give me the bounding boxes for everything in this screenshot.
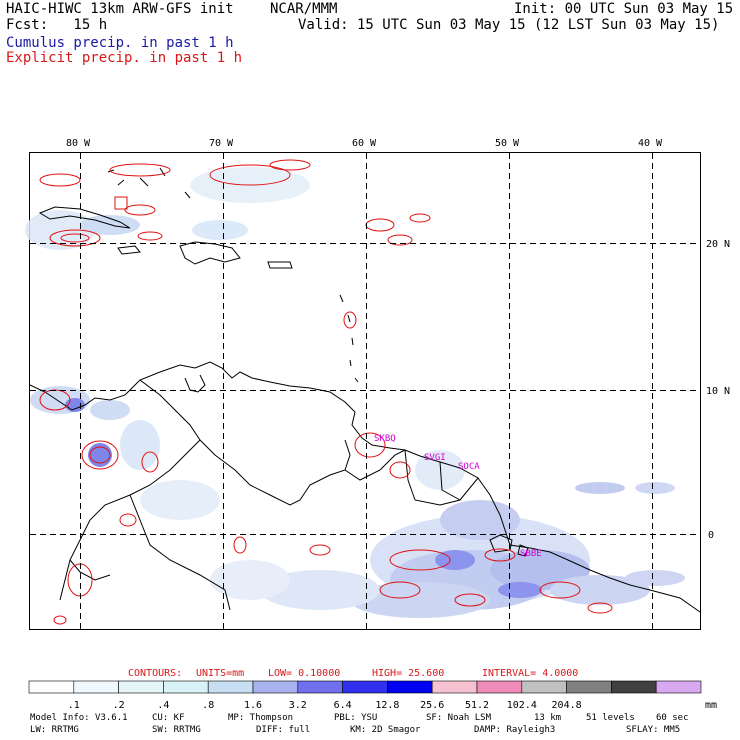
colorbar-cell: [611, 680, 657, 694]
colorbar-level-label: 51.2: [465, 700, 489, 711]
contours-low: LOW= 0.10000: [268, 668, 341, 679]
colorbar-labels: .1 .2 .4 .8 1.6 3.2 6.4 12.8 25.6 51.2 102.4 204.8: [68, 700, 582, 711]
contours-high: HIGH= 25.600: [372, 668, 445, 679]
forecast-hour: Fcst: 15 h: [6, 17, 108, 33]
station-label: SOCA: [458, 462, 480, 472]
colorbar-cell: [73, 680, 119, 694]
footer-km: KM: 2D Smagor: [350, 725, 421, 735]
model-title: HAIC-HIWC 13km ARW-GFS init: [6, 1, 234, 17]
footer-sflay: SFLAY: MM5: [626, 725, 681, 735]
colorbar-cell: [163, 680, 209, 694]
colorbar: .1.2.4.8 1.6 3.2 6.4 12.8 25.6 51.2 102.4 204.8 …: [28, 680, 717, 711]
station-labels: SKBQ SVGI SOCA SBBE: [374, 434, 542, 559]
station-label: SKBQ: [374, 434, 396, 444]
colorbar-cell: [297, 680, 343, 694]
colorbar-cell: [342, 680, 388, 694]
colorbar-cell: [476, 680, 523, 694]
station-label: SBBE: [520, 549, 542, 559]
footer-sw: SW: RRTMG: [152, 725, 201, 735]
colorbar-level-label: .2: [113, 700, 125, 711]
colorbar-level-label: 12.8: [375, 700, 399, 711]
init-time: Init: 00 UTC Sun 03 May 15: [514, 1, 734, 17]
colorbar-cell: [655, 680, 702, 694]
footer-mp: MP: Thompson: [228, 713, 294, 723]
footer-levels: 51 levels: [586, 713, 635, 723]
footer-lw: LW: RRTMG: [30, 725, 79, 735]
lon-label: 80 W: [66, 138, 91, 149]
lat-label: 10 N: [706, 386, 730, 397]
footer-model-info: Model Info: V3.6.1: [30, 713, 128, 723]
footer-sf: SF: Noah LSM: [426, 713, 492, 723]
colorbar-cell: [521, 680, 567, 694]
contours-units: UNITS=mm: [196, 668, 245, 679]
colorbar-cell: [118, 680, 164, 694]
colorbar-level-label: .8: [202, 700, 214, 711]
footer-cu: CU: KF: [152, 713, 185, 723]
footer-timestep: 60 sec: [656, 713, 689, 723]
colorbar-cell: [28, 680, 75, 694]
footer-pbl: PBL: YSU: [334, 713, 378, 723]
graticule: [30, 153, 700, 629]
field-explicit-label: Explicit precip. in past 1 h: [6, 50, 243, 66]
field-cumulus-label: Cumulus precip. in past 1 h: [6, 35, 234, 51]
colorbar-level-label: 102.4: [507, 700, 537, 711]
colorbar-cell: [566, 680, 612, 694]
lon-label: 70 W: [209, 138, 234, 149]
contours-interval: INTERVAL= 4.0000: [482, 668, 579, 679]
footer-resolution: 13 km: [534, 713, 562, 723]
lat-label: 0: [708, 530, 714, 541]
colorbar-level-label: 6.4: [334, 700, 352, 711]
contours-label: CONTOURS:: [128, 668, 183, 679]
lat-label: 20 N: [706, 239, 730, 250]
colorbar-unit: mm: [705, 700, 717, 711]
colorbar-cell: [387, 680, 433, 694]
colorbar-level-label: .4: [157, 700, 169, 711]
colorbar-cells: [28, 680, 702, 694]
colorbar-level-label: 25.6: [420, 700, 444, 711]
footer-damp: DAMP: Rayleigh3: [474, 725, 556, 735]
lon-label: 50 W: [495, 138, 520, 149]
footer-diff: DIFF: full: [256, 725, 311, 735]
longitude-labels: 80 W 70 W 60 W 50 W 40 W: [66, 138, 663, 149]
cumulus-precip-shading: [25, 167, 685, 618]
colorbar-level-label: .1: [68, 700, 80, 711]
lon-label: 60 W: [352, 138, 377, 149]
colorbar-cell: [431, 680, 478, 694]
station-label: SVGI: [424, 453, 446, 463]
colorbar-cell: [207, 680, 254, 694]
colorbar-level-label: 1.6: [244, 700, 262, 711]
valid-time: Valid: 15 UTC Sun 03 May 15 (12 LST Sun …: [298, 17, 720, 33]
colorbar-level-label: 3.2: [289, 700, 307, 711]
center-label: NCAR/MMM: [270, 1, 338, 17]
lon-label: 40 W: [638, 138, 663, 149]
colorbar-level-label: 204.8: [552, 700, 582, 711]
latitude-labels: 20 N 10 N 0: [706, 239, 730, 541]
colorbar-cell: [252, 680, 299, 694]
